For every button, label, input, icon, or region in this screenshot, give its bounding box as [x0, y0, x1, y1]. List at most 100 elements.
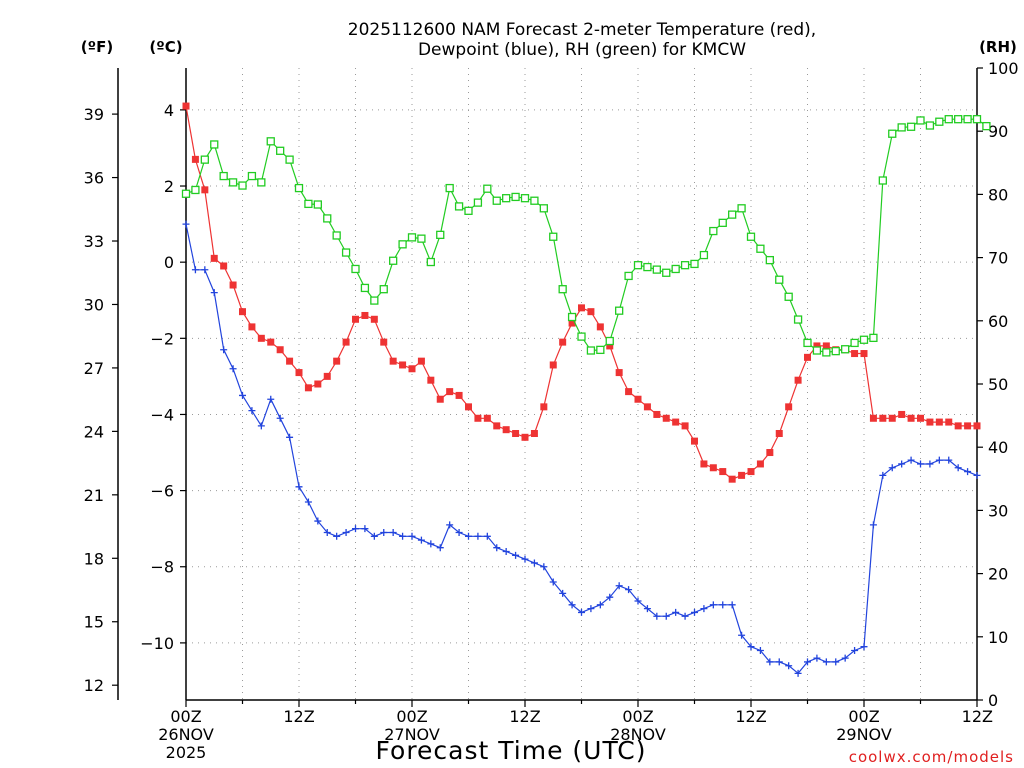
dewpoint-point — [323, 528, 331, 536]
rh-point — [473, 198, 483, 207]
dewpoint-point — [596, 601, 604, 609]
rh-point — [577, 332, 586, 341]
x-tick-label: 2025 — [166, 743, 207, 762]
rh-point — [982, 121, 991, 131]
rh-point — [671, 264, 680, 274]
dewpoint-point — [530, 559, 538, 567]
rh-tick-label: 10 — [988, 628, 1008, 647]
chart-title-line-1: 2025112600 NAM Forecast 2-meter Temperat… — [348, 20, 816, 40]
x-tick-label: 00Z — [170, 707, 201, 726]
rh-tick-label: 40 — [988, 438, 1008, 457]
rh-point — [784, 292, 793, 301]
temperature-point — [860, 350, 868, 358]
temperature-point — [728, 475, 736, 483]
dewpoint-point — [869, 521, 877, 529]
rh-point — [454, 202, 464, 211]
rh-point — [464, 206, 473, 215]
temperature-point — [596, 323, 604, 331]
dewpoint-point — [342, 528, 350, 536]
series-line — [185, 118, 987, 354]
rh-point — [935, 117, 944, 126]
rh-point — [944, 115, 953, 124]
x-tick-label: 12Z — [735, 707, 766, 726]
temperature-point — [766, 449, 774, 457]
dewpoint-point — [785, 662, 793, 670]
dewpoint-point — [625, 586, 633, 594]
temperature-point — [879, 414, 887, 422]
temperature-point — [888, 414, 896, 422]
x-tick-label: 00Z — [396, 707, 427, 726]
dewpoint-point — [851, 647, 859, 655]
series-line — [185, 223, 978, 675]
temperature-point — [483, 414, 491, 422]
chart-title: 2025112600 NAM Forecast 2-meter Temperat… — [348, 20, 816, 60]
temperature-point — [286, 357, 294, 365]
data-series — [181, 102, 991, 677]
temperature-point — [719, 468, 727, 476]
dewpoint-point — [973, 471, 981, 479]
temperature-point — [399, 361, 407, 369]
temperature-point — [935, 418, 943, 426]
temperature-point — [625, 388, 633, 396]
dewpoint-point — [898, 460, 906, 468]
dewpoint-point — [239, 391, 246, 399]
rh-point — [690, 259, 699, 269]
dewpoint-point — [643, 605, 651, 613]
dewpoint-point — [662, 612, 670, 620]
rh-tick-label: 60 — [988, 312, 1008, 331]
x-tick-label: 29NOV — [836, 725, 892, 744]
temperature-point — [408, 365, 416, 373]
dewpoint-point — [427, 540, 435, 548]
celsius-tick-label: −4 — [150, 405, 174, 424]
dewpoint-point — [389, 528, 397, 536]
series-rh — [181, 115, 991, 357]
dewpoint-point — [512, 551, 520, 559]
dewpoint-point — [276, 414, 284, 422]
fahrenheit-tick-label: 27 — [84, 359, 104, 378]
dewpoint-point — [653, 612, 661, 620]
temperature-point — [427, 376, 435, 384]
rh-point — [389, 256, 398, 265]
temperature-point — [323, 372, 331, 380]
rh-point — [360, 283, 370, 293]
dewpoint-point — [860, 643, 868, 651]
dewpoint-point — [210, 289, 218, 297]
series-2-meter-temperature — [182, 102, 981, 483]
rh-point — [417, 234, 426, 243]
dewpoint-point — [738, 631, 746, 639]
rh-point — [972, 115, 982, 124]
dewpoint-point — [191, 266, 199, 274]
dewpoint-point — [248, 407, 256, 415]
temperature-point — [530, 429, 538, 437]
dewpoint-point — [832, 658, 840, 666]
rh-point — [445, 183, 454, 193]
dewpoint-point — [794, 669, 802, 677]
celsius-tick-label: −2 — [150, 329, 174, 348]
celsius-tick-label: −10 — [140, 634, 174, 653]
rh-point — [276, 146, 285, 155]
rh-point — [831, 346, 840, 356]
rh-point — [605, 336, 614, 346]
temperature-point — [578, 304, 585, 312]
rh-tick-label: 0 — [988, 691, 998, 710]
rh-point — [181, 189, 191, 198]
rh-point — [888, 129, 897, 138]
rh-tick-label: 50 — [988, 375, 1008, 394]
temperature-point — [201, 186, 209, 194]
dewpoint-point — [700, 605, 708, 613]
rh-point — [728, 210, 737, 219]
x-tick-label: 00Z — [622, 707, 653, 726]
temperature-point — [257, 334, 265, 342]
rh-point — [775, 275, 784, 284]
rh-point — [351, 264, 360, 274]
dewpoint-point — [879, 471, 887, 479]
temperature-point — [493, 422, 501, 430]
dewpoint-point — [540, 563, 548, 571]
dewpoint-point — [370, 532, 378, 540]
fahrenheit-tick-label: 30 — [84, 295, 104, 314]
dewpoint-point — [935, 456, 943, 464]
grid-lines — [186, 68, 977, 700]
dewpoint-point — [606, 593, 614, 601]
dewpoint-point — [907, 456, 915, 464]
dewpoint-point — [229, 365, 237, 373]
